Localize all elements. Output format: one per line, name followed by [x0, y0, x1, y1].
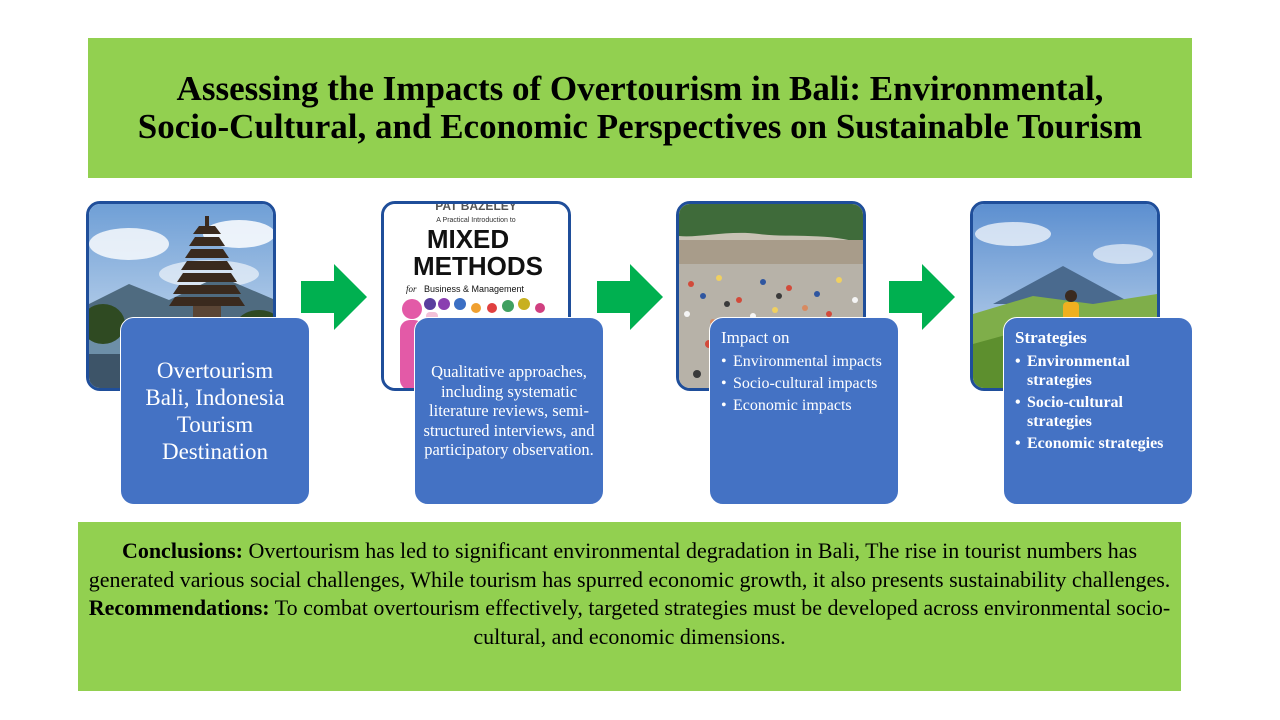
page-title: Assessing the Impacts of Overtourism in …	[138, 70, 1142, 146]
list-item: Socio-cultural impacts	[721, 374, 888, 393]
recommendations-label: Recommendations:	[88, 595, 270, 620]
stage-1-line: Tourism	[176, 412, 254, 437]
title-line-2: Socio-Cultural, and Economic Perspective…	[137, 107, 1143, 146]
stage-4-card: Strategies Environmental strategies Soci…	[1003, 317, 1193, 505]
right-arrow-icon	[889, 264, 955, 330]
stage-1-card: Overtourism Bali, Indonesia Tourism Dest…	[120, 317, 310, 505]
list-item: Environmental impacts	[721, 352, 888, 371]
strategies-heading: Strategies	[1015, 328, 1087, 347]
stage-1-line: Destination	[161, 439, 269, 464]
list-item: Environmental strategies	[1015, 352, 1182, 390]
list-item: Socio-cultural strategies	[1015, 393, 1182, 431]
list-item: Economic strategies	[1015, 434, 1182, 453]
impact-list: Environmental impacts Socio-cultural imp…	[721, 352, 888, 415]
stage-1-line: Overtourism	[156, 358, 274, 383]
recommendations-text: To combat overtourism effectively, targe…	[269, 595, 1171, 649]
stage-3-card: Impact on Environmental impacts Socio-cu…	[709, 317, 899, 505]
title-line-1: Assessing the Impacts of Overtourism in …	[176, 69, 1104, 108]
stage-2-card: Qualitative approaches, including system…	[414, 317, 604, 505]
right-arrow-icon	[301, 264, 367, 330]
right-arrow-icon	[597, 264, 663, 330]
conclusions-box: Conclusions: Overtourism has led to sign…	[78, 522, 1181, 691]
conclusions-label: Conclusions:	[121, 538, 243, 563]
stage-2-text: Qualitative approaches, including system…	[423, 362, 595, 460]
stage-1-text: Overtourism Bali, Indonesia Tourism Dest…	[145, 357, 284, 465]
stage-1-line: Bali, Indonesia	[145, 385, 285, 410]
book-title-2: METHODS	[413, 251, 543, 281]
conclusions-text: Overtourism has led to significant envir…	[88, 538, 1171, 592]
list-item: Economic impacts	[721, 396, 888, 415]
book-subtitle: A Practical Introduction to	[436, 217, 515, 224]
title-banner: Assessing the Impacts of Overtourism in …	[88, 38, 1192, 178]
book-tagline: Business & Management	[424, 284, 525, 294]
book-author: PAT BAZELEY	[435, 204, 517, 213]
strategies-list: Environmental strategies Socio-cultural …	[1015, 352, 1182, 453]
book-for: for	[406, 284, 417, 294]
recommendations-paragraph: Recommendations: To combat overtourism e…	[78, 594, 1181, 651]
conclusions-paragraph: Conclusions: Overtourism has led to sign…	[78, 537, 1181, 594]
impact-heading: Impact on	[721, 328, 790, 347]
book-title-1: MIXED	[427, 224, 509, 254]
